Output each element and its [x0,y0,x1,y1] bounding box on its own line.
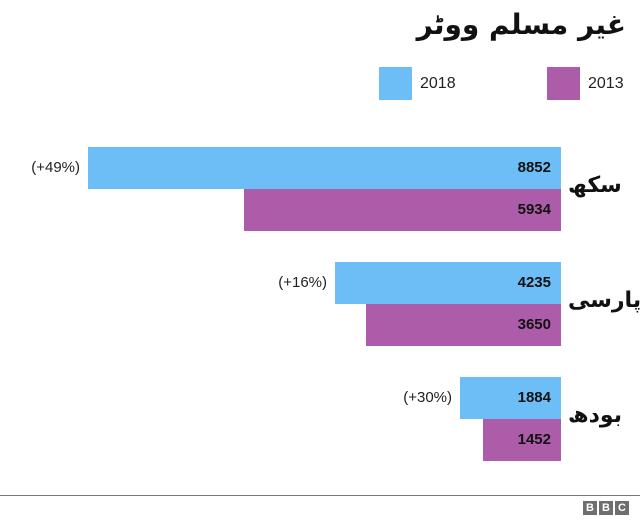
legend-label: 2018 [420,74,456,92]
category-label: بودھ [568,403,622,428]
bar-2013: 1452 [483,419,561,461]
legend-item-2013: 2013 [547,67,624,100]
change-annotation: (+16%) [278,274,327,291]
bar-value-label: 4235 [517,274,551,291]
bar-value-label: 1884 [517,389,551,406]
chart-title: غیر مسلم ووٹر [416,8,626,41]
legend-label: 2013 [588,74,624,92]
footer-divider [0,495,640,496]
bar-2018: 4235 [335,262,561,304]
category-label: سکھ [568,173,622,198]
bar-2013: 3650 [366,304,561,346]
bbc-logo: B B C [583,501,629,515]
category-label: پارسی [568,288,640,313]
legend-swatch-2018 [379,67,412,100]
change-annotation: (+30%) [403,389,452,406]
bar-value-label: 3650 [517,316,551,333]
bar-2018: 1884 [460,377,561,419]
bar-2013: 5934 [244,189,561,231]
bar-value-label: 5934 [517,201,551,218]
legend-swatch-2013 [547,67,580,100]
change-annotation: (+49%) [31,159,80,176]
bar-value-label: 1452 [517,431,551,448]
legend-item-2018: 2018 [379,67,456,100]
bar-2018: 8852 [88,147,561,189]
bar-value-label: 8852 [517,159,551,176]
